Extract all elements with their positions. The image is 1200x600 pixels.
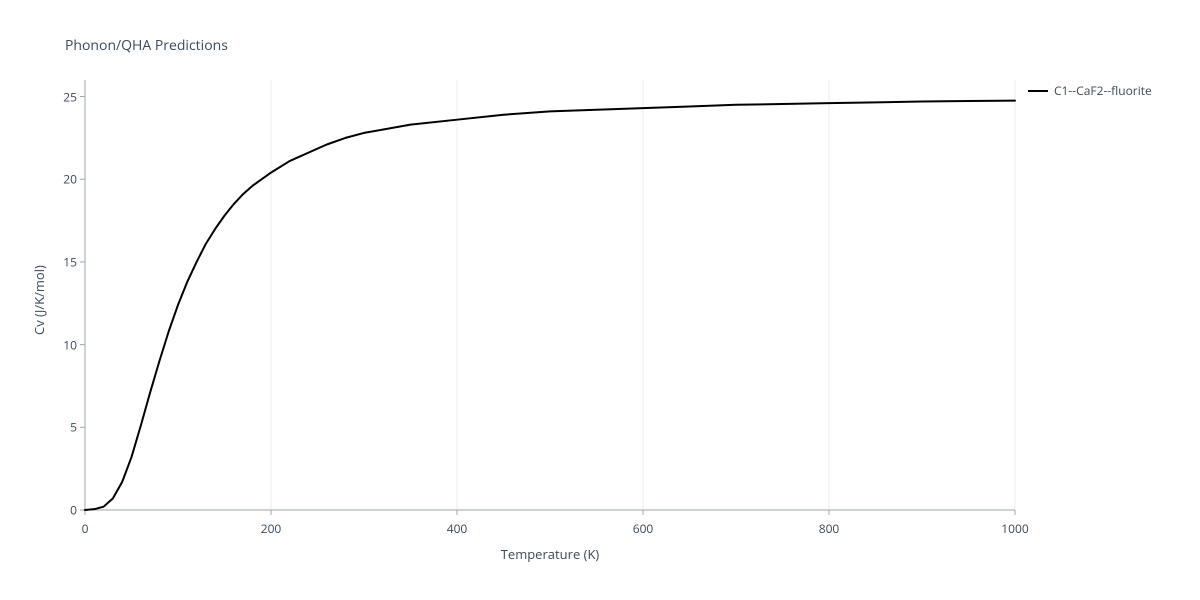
x-tick-label: 1000	[1001, 520, 1028, 537]
x-tick-label: 400	[447, 520, 468, 537]
legend-swatch	[1028, 90, 1048, 92]
y-axis-label: Cv (J/K/mol)	[30, 265, 48, 335]
y-tick-label: 20	[57, 171, 77, 188]
y-tick-label: 5	[57, 419, 77, 436]
legend-series-label: C1--CaF2--fluorite	[1054, 82, 1152, 99]
y-tick-label: 15	[57, 253, 77, 270]
y-tick-label: 25	[57, 88, 77, 105]
chart-plot-svg	[0, 0, 1200, 600]
x-tick-label: 200	[261, 520, 282, 537]
y-tick-label: 0	[57, 502, 77, 519]
x-tick-label: 600	[633, 520, 654, 537]
x-tick-label: 800	[819, 520, 840, 537]
x-axis-label: Temperature (K)	[85, 545, 1015, 563]
chart-legend: C1--CaF2--fluorite	[1028, 82, 1152, 99]
x-tick-label: 0	[82, 520, 89, 537]
y-tick-label: 10	[57, 336, 77, 353]
chart-container: Phonon/QHA Predictions Temperature (K) C…	[0, 0, 1200, 600]
